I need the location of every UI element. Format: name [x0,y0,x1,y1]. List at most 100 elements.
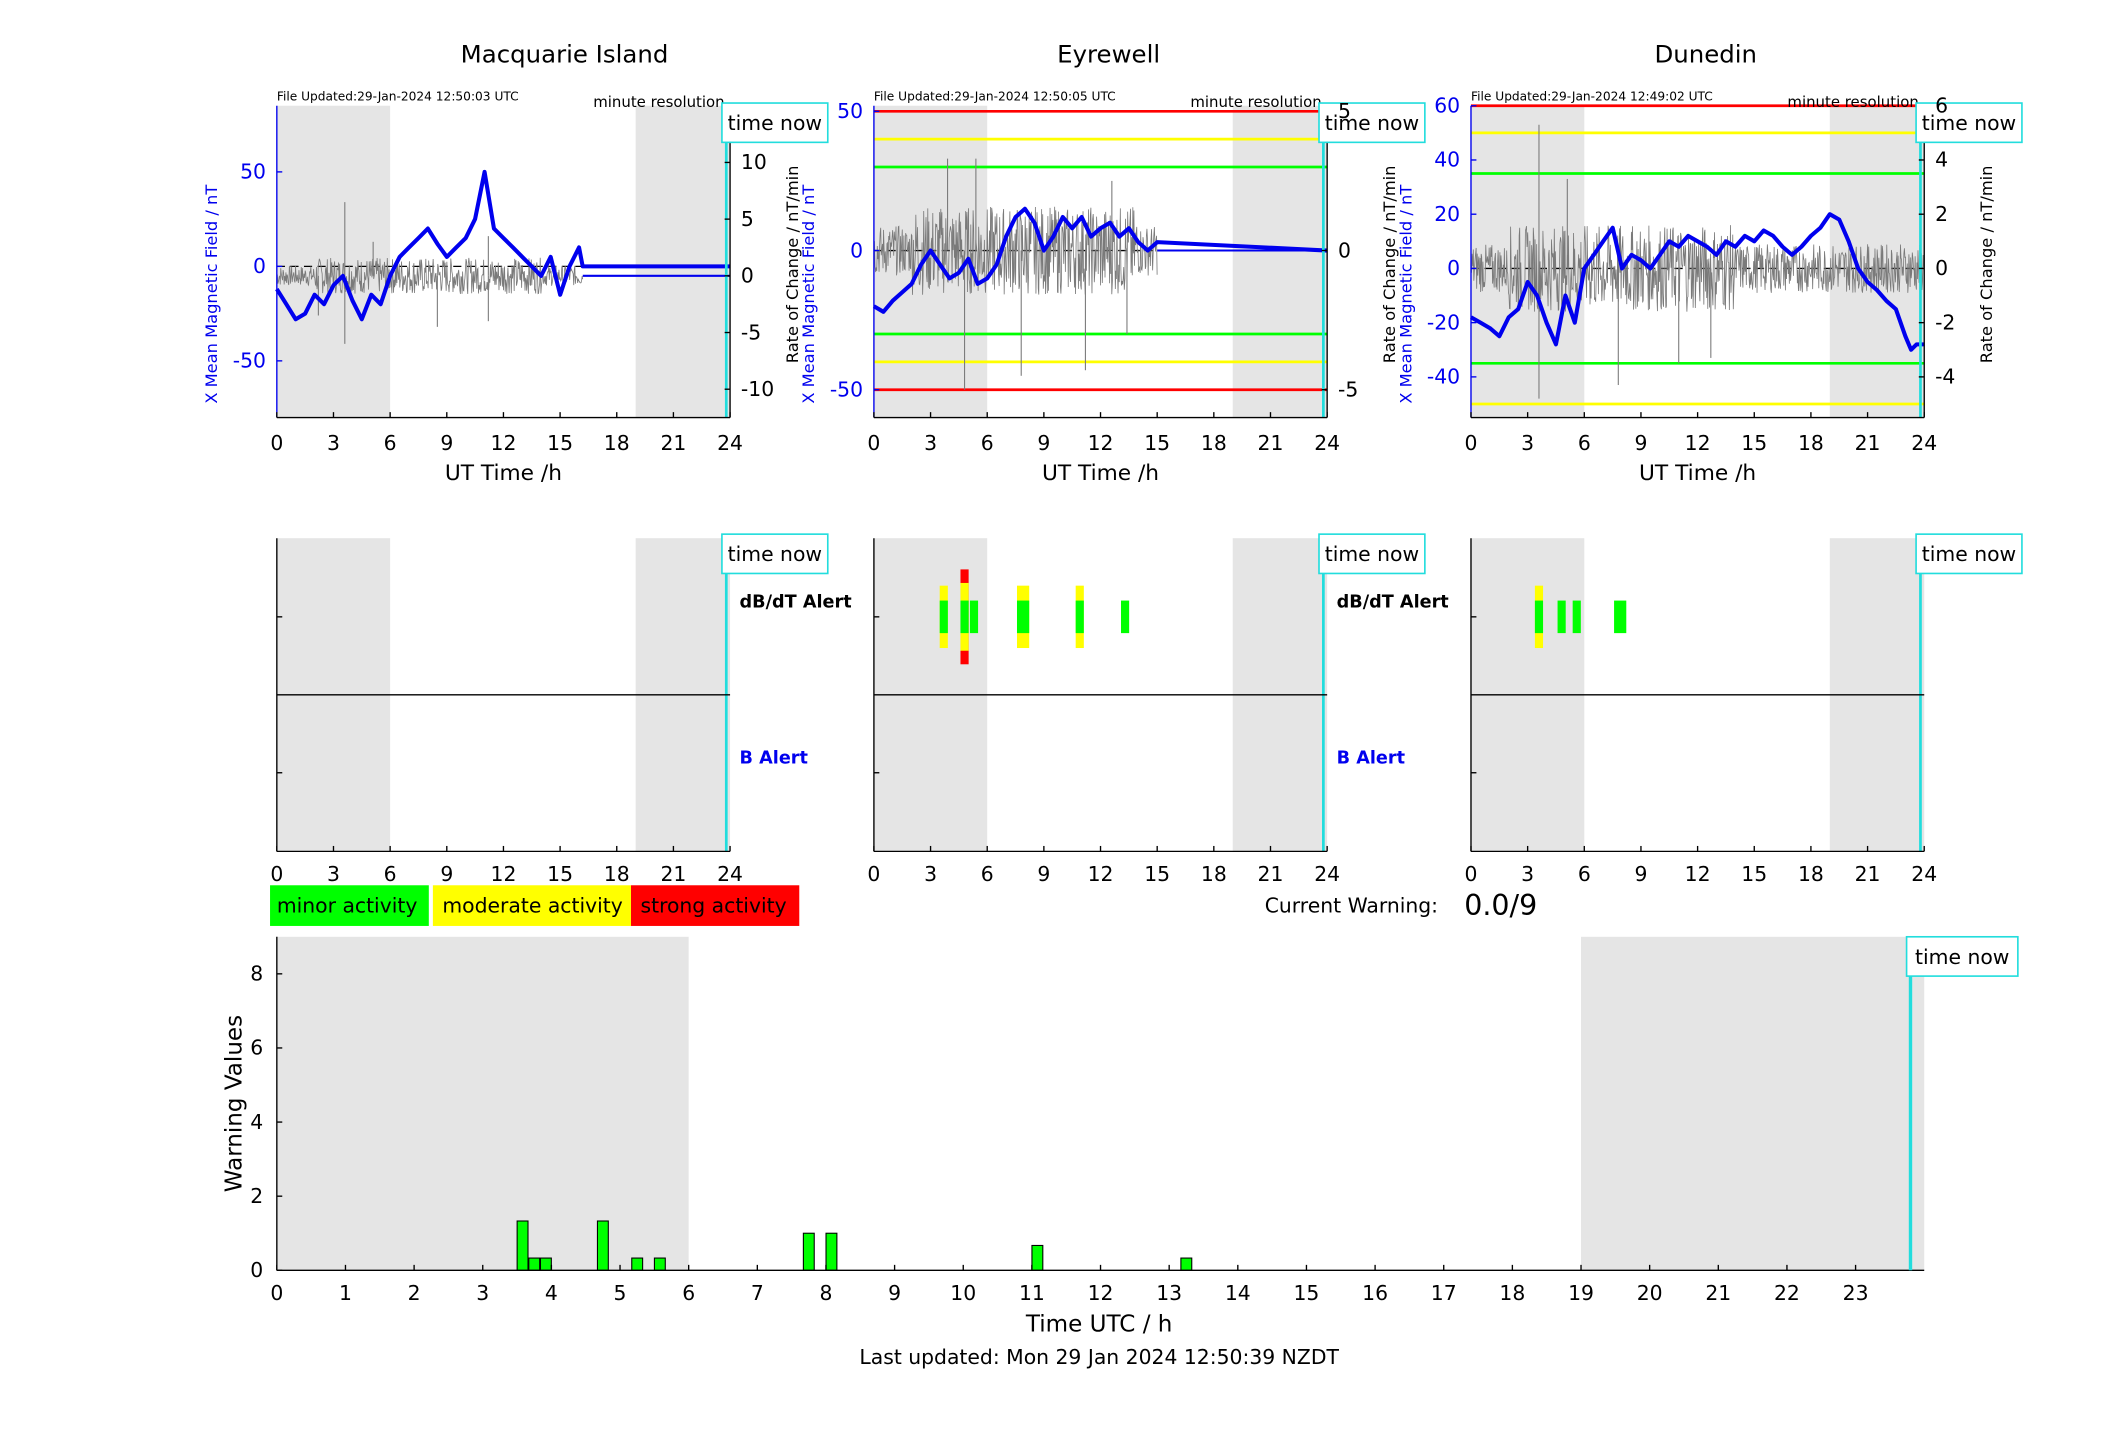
panel-2-ytick-right-label-0: -5 [1338,378,1358,402]
panel-2-dbdt-marker-0-minor [939,600,948,634]
panel-2-shade-1 [1232,105,1328,418]
warning-xtick-label-0: 0 [270,1281,283,1305]
warning-xtick-label-21: 21 [1705,1281,1731,1305]
panel-2-alert-time-now-box [1318,533,1426,575]
panel-1-shade-1 [635,105,731,418]
warning-shade-1 [1581,936,1925,1271]
panel-3-top-time-now-label: time now [1922,111,2016,135]
warning-xtick-label-15: 15 [1294,1281,1320,1305]
panel-1-ytick-right-label-3: 5 [741,207,754,231]
warning-xlabel: Time UTC / h [1025,1311,1173,1337]
panel-2-ytick-right-label-2: 5 [1338,99,1351,123]
panel-2-xtick-label-3: 9 [1037,431,1050,455]
warning-xtick-label-20: 20 [1637,1281,1663,1305]
warning-time-now-label: time now [1915,945,2009,969]
panel-3-ylabel-right: Rate of Change / nT/min [1977,166,1996,364]
panel-2-alert-xtick-label-8: 24 [1314,862,1340,886]
panel-2-ytick-left-label-0: -50 [830,378,863,402]
panel-1-alert-time-now-label: time now [728,542,822,566]
panel-3-ytick-right-label-0: -4 [1935,365,1955,389]
panel-1-xtick-label-0: 0 [270,431,283,455]
panel-2-dbdt-marker-1-minor [960,600,969,634]
warning-xtick-label-7: 7 [751,1281,764,1305]
panel-2-b-alert-label: B Alert [1337,748,1406,768]
warning-xtick-label-16: 16 [1362,1281,1388,1305]
panel-2-xtick-label-8: 24 [1314,431,1340,455]
panel-1-dbdt-alert-label: dB/dT Alert [740,592,853,612]
warning-bar-3 [596,1220,609,1271]
warning-xtick-label-18: 18 [1499,1281,1525,1305]
panel-3-xlabel: UT Time /h [1639,461,1756,486]
panel-2-alert-xtick-label-6: 18 [1201,862,1227,886]
panel-1-ytick-left-label-1: 0 [253,254,266,278]
warning-bar-2 [539,1257,552,1271]
warning-xtick-label-13: 13 [1156,1281,1182,1305]
panel-1-alert-xtick-label-3: 9 [440,862,453,886]
panel-3-ytick-right-label-5: 6 [1935,94,1948,118]
warning-shade-0 [276,936,689,1271]
panel-2-xlabel: UT Time /h [1042,461,1159,486]
panel-2-file-updated: File Updated:29-Jan-2024 12:50:05 UTC [874,89,1116,103]
warning-xtick-label-4: 4 [545,1281,558,1305]
panel-2-xtick-label-7: 21 [1258,431,1284,455]
warning-ytick-label-0: 0 [250,1258,263,1282]
panel-2-alert-xtick-label-7: 21 [1258,862,1284,886]
panel-3-dbdt-marker-1-minor [1557,600,1566,634]
panel-1-alert-xtick-label-6: 18 [604,862,630,886]
panel-2-ytick-left-label-2: 50 [837,99,863,123]
panel-1-xtick-label-7: 21 [660,431,686,455]
warning-time-now-box [1905,935,2019,977]
panel-2-station-title: Eyrewell [1057,39,1160,68]
panel-3-xtick-label-7: 21 [1855,431,1881,455]
panel-1-xtick-label-2: 6 [384,431,397,455]
panel-1-alert-xtick-label-4: 12 [491,862,517,886]
panel-3-top-time-now-box [1915,102,2023,144]
panel-1-station-title: Macquarie Island [461,39,669,68]
panel-3-alert-xtick-label-2: 6 [1578,862,1591,886]
panel-2-xtick-label-0: 0 [867,431,880,455]
panel-1-ytick-right-label-1: -5 [741,320,761,344]
last-updated: Last updated: Mon 29 Jan 2024 12:50:39 N… [859,1345,1339,1369]
panel-1-alert-xtick-label-7: 21 [660,862,686,886]
panel-1-xtick-label-6: 18 [604,431,630,455]
panel-3-xtick-label-6: 18 [1798,431,1824,455]
panel-2-top-time-now-label: time now [1325,111,1419,135]
warning-xtick-label-22: 22 [1774,1281,1800,1305]
panel-2-top-time-now-box [1318,102,1426,144]
warning-bar-9 [1180,1257,1193,1271]
panel-3-xtick-label-0: 0 [1465,431,1478,455]
panel-3-station-title: Dunedin [1654,39,1757,68]
panel-3-xtick-label-8: 24 [1911,431,1937,455]
warning-xtick-label-19: 19 [1568,1281,1594,1305]
panel-2-alert-xtick-label-2: 6 [981,862,994,886]
panel-2-ytick-left-label-1: 0 [850,238,863,262]
panel-3-alert-xtick-label-7: 21 [1855,862,1881,886]
warning-xtick-label-1: 1 [339,1281,352,1305]
current-warning-label: Current Warning: [1265,893,1438,917]
panel-1-ytick-left-label-2: 50 [240,160,266,184]
panel-2-ytick-right-label-1: 0 [1338,238,1351,262]
panel-2-resolution-label: minute resolution [1190,93,1321,111]
legend-moderate-swatch [432,885,632,926]
panel-3-alert-time-now-box [1915,533,2023,575]
panel-1-alert-xtick-label-8: 24 [717,862,743,886]
panel-1-xtick-label-4: 12 [491,431,517,455]
panel-2-ylabel-left: X Mean Magnetic Field / nT [799,185,818,404]
panel-1-xtick-label-3: 9 [440,431,453,455]
warning-xtick-label-14: 14 [1225,1281,1251,1305]
panel-3-ytick-left-label-5: 60 [1434,94,1460,118]
legend-moderate-label: moderate activity [442,893,622,917]
panel-3-alert-xtick-label-3: 9 [1634,862,1647,886]
warning-xtick-label-11: 11 [1019,1281,1045,1305]
panel-3-ytick-right-label-2: 0 [1935,256,1948,280]
panel-2-ylabel-right: Rate of Change / nT/min [1380,166,1399,364]
panel-1-file-updated: File Updated:29-Jan-2024 12:50:03 UTC [277,89,519,103]
warning-ylabel: Warning Values [222,1015,248,1192]
panel-3-xtick-label-2: 6 [1578,431,1591,455]
panel-3-alert-xtick-label-4: 12 [1685,862,1711,886]
panel-3-ytick-left-label-2: 0 [1447,256,1460,280]
warning-ytick-label-2: 4 [250,1110,263,1134]
panel-1-field-line [275,169,731,322]
